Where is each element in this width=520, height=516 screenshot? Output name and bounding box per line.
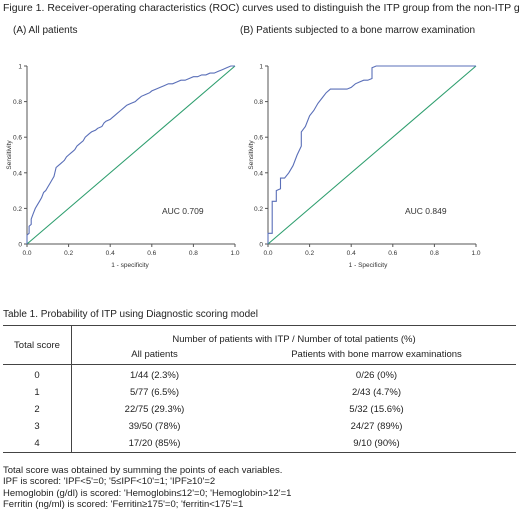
table-row: 3 39/50 (78%) 24/27 (89%) <box>3 417 516 435</box>
y-tick-label: 0.4 <box>13 170 22 177</box>
note-line: IPF is scored: 'IPF<5'=0; '5≤IPF<10'=1; … <box>3 476 216 488</box>
x-axis-label: 1 - specificity <box>111 262 149 269</box>
roc-chart-bone-marrow: 0 0.2 0.4 0.6 0.8 1 0.0 0.2 0.4 0.6 0.8 1.0 1 - Spec… <box>248 64 481 270</box>
x-tick-label: 0.4 <box>347 250 356 257</box>
row-score: 0 <box>3 364 72 384</box>
roc-curve-line <box>267 65 476 244</box>
x-axis-label: 1 - Specificity <box>349 262 388 269</box>
row-bone-marrow: 2/43 (4.7%) <box>351 386 402 398</box>
row-bone-marrow: 24/27 (89%) <box>350 420 403 432</box>
x-tick-label: 0.6 <box>388 250 397 257</box>
row-bone-marrow: 5/32 (15.6%) <box>349 403 404 415</box>
x-tick-label: 0.0 <box>22 250 31 257</box>
panel-a-title: (A) All patients <box>13 25 78 36</box>
y-tick-label: 0.8 <box>254 99 263 106</box>
panel-b-title: (B) Patients subjected to a bone marrow … <box>240 25 476 36</box>
score-table: Total score Number of patients with ITP … <box>3 325 516 453</box>
table-row: 2 22/75 (29.3%) 5/32 (15.6%) <box>3 400 516 418</box>
row-score: 3 <box>3 417 72 435</box>
table-notes: Total score was obtained by summing the … <box>3 465 291 510</box>
x-tick-label: 0.4 <box>106 250 115 257</box>
note-line: Ferritin (ng/ml) is scored: 'Ferritin≥17… <box>3 498 244 510</box>
x-tick-label: 0.8 <box>430 250 439 257</box>
table-row: 0 1/44 (2.3%) 0/26 (0%) <box>3 364 516 384</box>
roc-curve-line <box>26 65 235 244</box>
x-tick-label: 1.0 <box>471 250 480 257</box>
y-tick-label: 1 <box>18 64 22 71</box>
y-tick-label: 0 <box>18 242 22 249</box>
row-all-patients: 22/75 (29.3%) <box>124 403 185 415</box>
x-tick-label: 1.0 <box>230 250 239 257</box>
note-line: Hemoglobin (g/dl) is scored: 'Hemoglobin… <box>3 487 292 499</box>
row-score: 4 <box>3 434 72 453</box>
x-tick-label: 0.6 <box>147 250 156 257</box>
header-bone-marrow: Patients with bone marrow examinations <box>237 344 516 365</box>
y-tick-label: 0.2 <box>13 206 22 213</box>
row-score: 2 <box>3 400 72 418</box>
y-tick-label: 0.6 <box>254 135 263 142</box>
x-tick-label: 0.0 <box>263 250 272 257</box>
row-all-patients: 17/20 (85%) <box>71 434 237 453</box>
row-score: 1 <box>3 383 72 401</box>
row-bone-marrow: 9/10 (90%) <box>237 434 516 453</box>
y-axis-label: Sensitivity <box>6 140 13 170</box>
y-axis-label: Sensitivity <box>248 140 255 170</box>
reference-diagonal-line <box>267 65 477 245</box>
figure-title: Figure 1. Receiver-operating characteris… <box>3 2 520 14</box>
x-tick-label: 0.2 <box>305 250 314 257</box>
row-all-patients: 5/77 (6.5%) <box>129 386 180 398</box>
auc-annotation: AUC 0.849 <box>405 206 447 216</box>
auc-annotation: AUC 0.709 <box>162 206 204 216</box>
reference-diagonal-line <box>26 65 236 245</box>
table-title: Table 1. Probability of ITP using Diagno… <box>3 309 258 320</box>
header-patient-group: Number of patients with ITP / Number of … <box>71 325 516 345</box>
y-tick-label: 0.6 <box>13 135 22 142</box>
row-bone-marrow: 0/26 (0%) <box>355 370 398 382</box>
y-tick-label: 1 <box>259 64 263 71</box>
header-total-score: Total score <box>3 325 72 365</box>
row-all-patients: 1/44 (2.3%) <box>129 370 180 382</box>
row-all-patients: 39/50 (78%) <box>128 420 181 432</box>
x-tick-label: 0.8 <box>189 250 198 257</box>
note-line: Total score was obtained by summing the … <box>3 465 283 476</box>
y-tick-label: 0 <box>259 242 263 249</box>
y-tick-label: 0.8 <box>13 99 22 106</box>
y-tick-label: 0.2 <box>254 206 263 213</box>
header-all-patients: All patients <box>71 344 237 365</box>
roc-chart-all-patients: 0 0.2 0.4 0.6 0.8 1 0.0 0.2 0.4 0.6 0.8 1.0 1 - spec… <box>6 64 240 270</box>
table-row: 4 17/20 (85%) 9/10 (90%) <box>3 434 516 453</box>
x-tick-label: 0.2 <box>64 250 73 257</box>
table-row: 1 5/77 (6.5%) 2/43 (4.7%) <box>3 383 516 401</box>
y-tick-label: 0.4 <box>254 170 263 177</box>
